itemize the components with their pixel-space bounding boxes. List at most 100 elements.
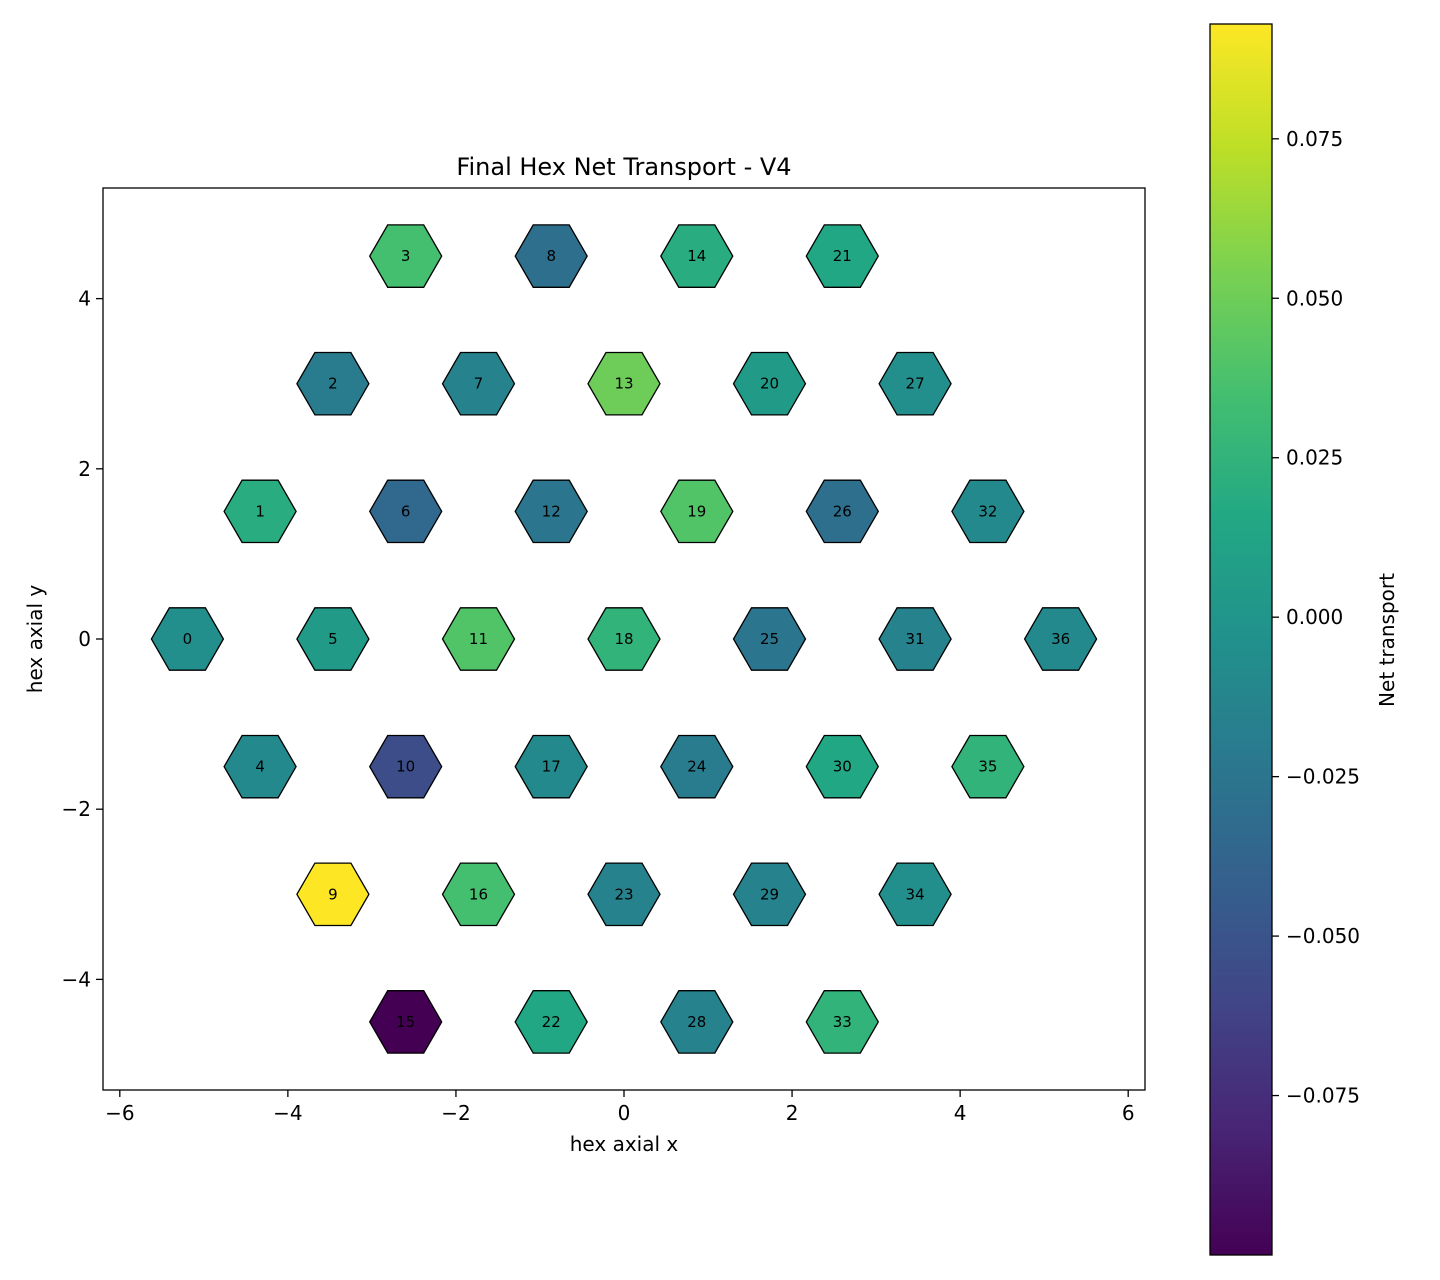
hex-cell-3 — [368, 224, 443, 288]
hex-cell-29 — [732, 862, 807, 927]
hex-cell-label: 12 — [542, 502, 561, 520]
hex-cell-label: 25 — [760, 630, 779, 648]
hex-cell-label: 11 — [469, 630, 488, 648]
colorbar — [1209, 23, 1273, 1256]
hex-cell-26 — [805, 479, 880, 544]
hex-cell-label: 36 — [1051, 630, 1070, 648]
hex-cell-label: 2 — [328, 375, 338, 393]
hex-cell-label: 18 — [614, 630, 633, 648]
x-tick-label: 4 — [954, 1101, 967, 1125]
hex-cell-label: 16 — [469, 885, 488, 903]
x-axis-label: hex axial x — [570, 1132, 679, 1156]
hex-cell-label: 30 — [833, 758, 852, 776]
hex-cell-16 — [441, 862, 516, 927]
hex-cell-19 — [660, 479, 734, 544]
hex-cells: 0123456789101112131415161718192021222324… — [150, 224, 1098, 1054]
hex-cell-label: 35 — [978, 758, 997, 776]
hex-cell-6 — [368, 479, 443, 544]
x-tick-label: 6 — [1122, 1101, 1135, 1125]
hex-cell-label: 31 — [906, 630, 925, 648]
hex-cell-label: 13 — [614, 375, 633, 393]
hex-cell-7 — [441, 351, 516, 416]
y-tick-label: −4 — [62, 967, 91, 991]
hex-cell-label: 32 — [978, 502, 997, 520]
hex-cell-label: 8 — [546, 247, 556, 265]
hex-cell-label: 3 — [401, 247, 411, 265]
hex-cell-label: 0 — [183, 630, 193, 648]
hex-cell-label: 24 — [687, 758, 706, 776]
hex-cell-10 — [368, 734, 443, 799]
hex-cell-label: 1 — [255, 502, 265, 520]
colorbar-tick-label: −0.050 — [1286, 924, 1360, 948]
hex-cell-label: 14 — [687, 247, 706, 265]
x-tick-label: 2 — [786, 1101, 799, 1125]
colorbar-ticks: −0.075 −0.050 −0.025 0.000 0.025 0.050 0.075 — [1272, 127, 1360, 1108]
hex-cell-15 — [368, 990, 443, 1054]
x-tick-label: −6 — [105, 1101, 134, 1125]
hex-cell-22 — [514, 990, 588, 1054]
hex-cell-label: 33 — [833, 1013, 852, 1031]
hex-cell-label: 23 — [614, 885, 633, 903]
hex-cell-label: 27 — [906, 375, 925, 393]
hex-cell-18 — [587, 607, 661, 671]
hex-cell-label: 5 — [328, 630, 338, 648]
colorbar-tick-label: −0.075 — [1286, 1084, 1360, 1108]
hex-cell-11 — [441, 607, 516, 671]
y-axis-label: hex axial y — [23, 585, 47, 694]
colorbar-tick-label: 0.050 — [1286, 286, 1343, 310]
hex-cell-label: 19 — [687, 502, 706, 520]
hex-cell-1 — [223, 479, 297, 544]
hex-cell-14 — [660, 224, 734, 288]
hex-cell-label: 26 — [833, 502, 852, 520]
hex-cell-34 — [878, 862, 952, 927]
hex-cell-23 — [587, 862, 661, 927]
y-tick-label: 0 — [78, 627, 91, 651]
hex-cell-label: 28 — [687, 1013, 706, 1031]
x-tick-label: −2 — [441, 1101, 470, 1125]
hex-cell-2 — [296, 351, 370, 416]
colorbar-tick-label: 0.000 — [1286, 605, 1343, 629]
hex-cell-label: 34 — [906, 885, 925, 903]
hex-cell-8 — [514, 224, 588, 288]
hex-cell-24 — [660, 734, 734, 799]
colorbar-tick-label: 0.075 — [1286, 127, 1343, 151]
hex-cell-4 — [223, 734, 297, 799]
hex-cell-0 — [150, 607, 225, 671]
hex-cell-31 — [878, 607, 952, 671]
hex-cell-label: 29 — [760, 885, 779, 903]
hex-cell-label: 20 — [760, 375, 779, 393]
hex-cell-28 — [660, 990, 734, 1054]
hex-cell-21 — [805, 224, 880, 288]
hex-cell-25 — [732, 607, 807, 671]
hex-cell-label: 6 — [401, 502, 411, 520]
hex-cell-label: 7 — [474, 375, 484, 393]
colorbar-tick-label: 0.025 — [1286, 446, 1343, 470]
hex-cell-label: 9 — [328, 885, 338, 903]
hex-cell-36 — [1023, 607, 1098, 671]
hex-cell-label: 10 — [396, 758, 415, 776]
x-tick-label: −4 — [273, 1101, 302, 1125]
hex-cell-13 — [587, 351, 661, 416]
hex-cell-label: 4 — [255, 758, 265, 776]
hex-cell-label: 22 — [542, 1013, 561, 1031]
chart-title: Final Hex Net Transport - V4 — [456, 153, 791, 181]
hex-cell-35 — [951, 734, 1025, 799]
y-tick-label: 2 — [78, 457, 91, 481]
hex-cell-5 — [296, 607, 370, 671]
hex-cell-label: 15 — [396, 1013, 415, 1031]
hex-cell-33 — [805, 990, 880, 1054]
y-axis-ticks: −4 −2 0 2 4 — [62, 287, 103, 991]
colorbar-label: Net transport — [1375, 573, 1399, 707]
hex-cell-12 — [514, 479, 588, 544]
hex-cell-30 — [805, 734, 880, 799]
y-tick-label: −2 — [62, 797, 91, 821]
hex-cell-20 — [732, 351, 807, 416]
hex-cell-17 — [514, 734, 588, 799]
hex-cell-label: 21 — [833, 247, 852, 265]
x-tick-label: 0 — [618, 1101, 631, 1125]
x-axis-ticks: −6 −4 −2 0 2 4 6 — [105, 1090, 1135, 1125]
y-tick-label: 4 — [78, 287, 91, 311]
hex-cell-32 — [951, 479, 1025, 544]
hex-cell-27 — [878, 351, 952, 416]
